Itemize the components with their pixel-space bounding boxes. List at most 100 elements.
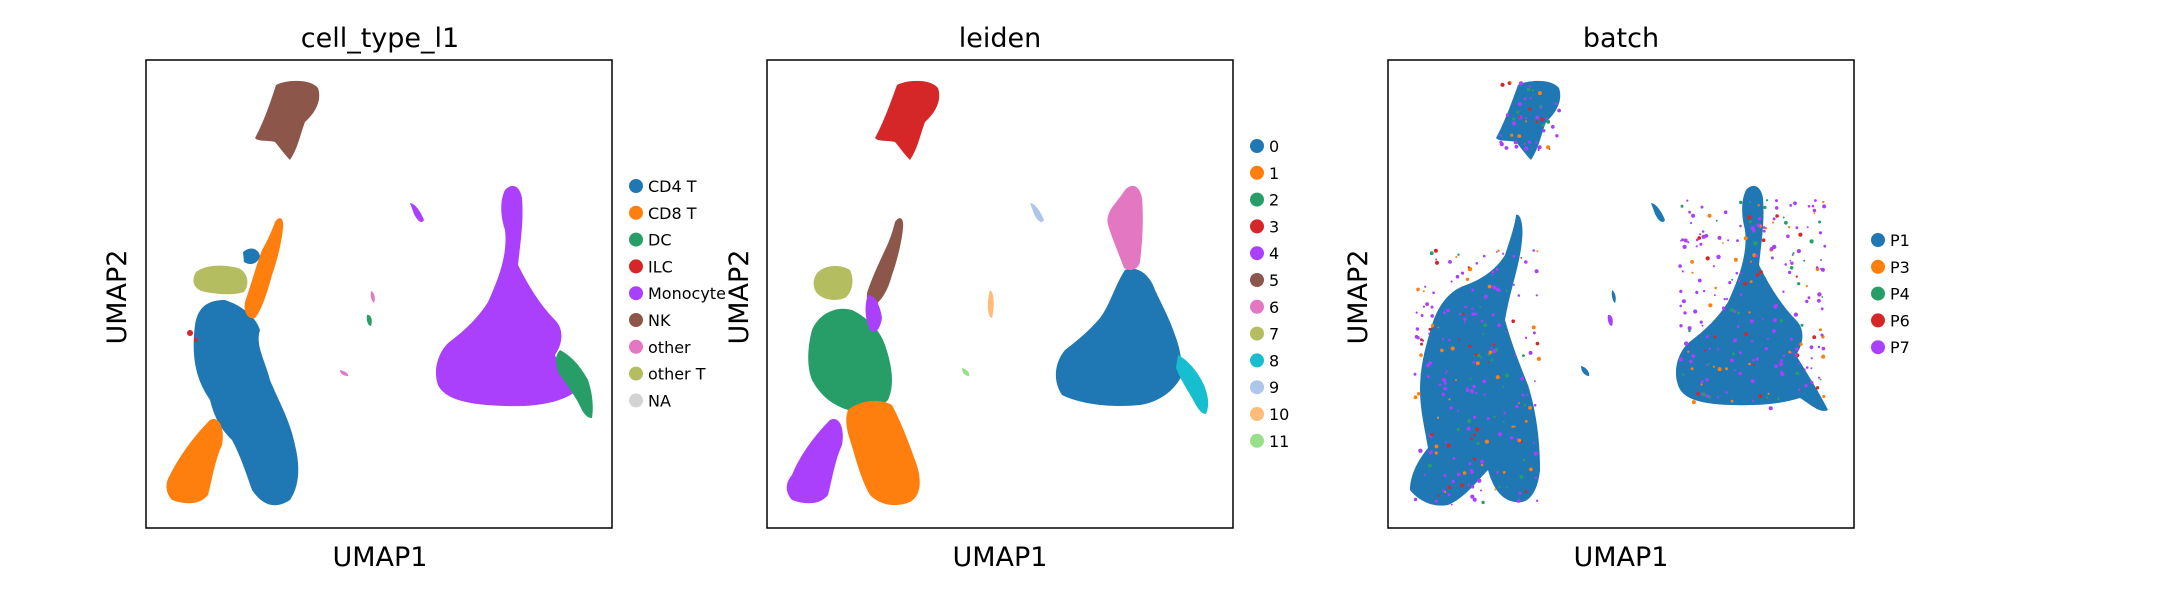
batch-point <box>1532 331 1536 335</box>
legend-marker <box>1250 299 1264 314</box>
batch-point <box>1495 268 1499 271</box>
batch-point <box>1463 321 1466 324</box>
batch-point <box>1702 289 1706 293</box>
batch-point <box>1807 296 1811 300</box>
batch-point <box>1472 361 1476 364</box>
batch-point <box>1415 327 1420 331</box>
panel-title: leiden <box>959 23 1041 54</box>
batch-point <box>1715 219 1718 222</box>
batch-point <box>1788 350 1792 354</box>
batch-point <box>1762 318 1764 320</box>
batch-point <box>1499 134 1502 137</box>
legend-marker <box>629 339 643 354</box>
batch-point <box>1780 371 1785 377</box>
batch-point <box>1796 249 1801 254</box>
batch-point <box>1793 312 1798 317</box>
batch-point <box>1484 439 1489 444</box>
batch-point <box>1818 231 1823 235</box>
batch-point <box>1683 311 1687 315</box>
batch-point <box>1819 378 1822 381</box>
batch-point <box>1438 383 1442 386</box>
legend-label: 10 <box>1269 405 1289 424</box>
legend-label: P3 <box>1890 258 1910 277</box>
batch-point <box>1537 91 1542 96</box>
batch-point <box>1797 282 1801 286</box>
batch-point <box>1525 393 1528 396</box>
batch-point <box>1500 82 1505 87</box>
batch-point <box>1428 332 1431 335</box>
batch-point <box>1804 383 1808 388</box>
batch-point <box>1774 304 1778 308</box>
batch-point <box>1681 238 1685 242</box>
batch-point <box>1497 432 1503 437</box>
cluster-p1-island <box>1651 203 1665 222</box>
batch-point <box>1462 312 1465 316</box>
legend-marker <box>1250 407 1264 421</box>
batch-point <box>1705 394 1710 398</box>
batch-point <box>1684 341 1689 346</box>
batch-point <box>1498 485 1501 489</box>
batch-point <box>1772 217 1776 221</box>
batch-point <box>1762 229 1766 233</box>
batch-point <box>1465 387 1469 390</box>
batch-point <box>1524 490 1528 494</box>
batch-point <box>1550 124 1555 129</box>
batch-point <box>1821 296 1824 298</box>
legend-label: 7 <box>1269 325 1279 344</box>
batch-point <box>1736 239 1739 243</box>
batch-point <box>1755 254 1759 258</box>
batch-point <box>1713 335 1717 339</box>
batch-point <box>1791 254 1794 256</box>
batch-point <box>1690 221 1693 225</box>
batch-point <box>1540 106 1543 109</box>
batch-point <box>1445 372 1447 375</box>
batch-point <box>1779 362 1783 367</box>
batch-point <box>1766 337 1769 340</box>
batch-point <box>1524 420 1528 423</box>
batch-point <box>1805 299 1809 304</box>
batch-point <box>1474 353 1478 356</box>
batch-point <box>1748 220 1752 224</box>
batch-point <box>1793 201 1797 206</box>
batch-point <box>1795 275 1798 278</box>
cluster-p1 <box>1496 80 1561 160</box>
legend-marker <box>629 313 643 327</box>
batch-point <box>1700 392 1703 395</box>
batch-point <box>1732 352 1736 356</box>
batch-point <box>1739 200 1743 205</box>
batch-point <box>1768 406 1773 411</box>
batch-point <box>1765 199 1769 202</box>
batch-point <box>1510 133 1514 137</box>
batch-point <box>1775 199 1778 203</box>
batch-point <box>1818 328 1822 332</box>
legend-label: P1 <box>1890 231 1910 250</box>
batch-point <box>1480 463 1484 467</box>
batch-point <box>1700 380 1704 384</box>
batch-point <box>1434 444 1439 449</box>
batch-point <box>1777 397 1780 401</box>
batch-point <box>1707 213 1712 218</box>
legend-label: other T <box>648 365 706 384</box>
batch-point <box>1775 214 1779 218</box>
batch-point <box>1512 117 1516 121</box>
batch-point <box>1469 468 1473 472</box>
x-axis-label: UMAP1 <box>1574 542 1669 573</box>
batch-point <box>1738 280 1741 283</box>
batch-point <box>1701 230 1705 233</box>
batch-point <box>1789 259 1792 262</box>
batch-point <box>1757 204 1760 207</box>
batch-point <box>1749 260 1752 263</box>
axes-frame <box>766 59 1234 529</box>
batch-point <box>1733 369 1736 372</box>
batch-point <box>1697 278 1702 283</box>
legend-marker <box>1871 259 1885 274</box>
batch-point <box>1822 394 1826 399</box>
batch-point <box>1716 396 1720 399</box>
legend-label: CD8 T <box>648 204 697 223</box>
batch-point <box>1693 309 1698 314</box>
batch-point <box>1681 270 1684 273</box>
batch-point <box>1787 226 1791 229</box>
batch-point <box>1805 284 1808 288</box>
batch-point <box>1769 246 1774 251</box>
batch-point <box>1794 347 1799 351</box>
